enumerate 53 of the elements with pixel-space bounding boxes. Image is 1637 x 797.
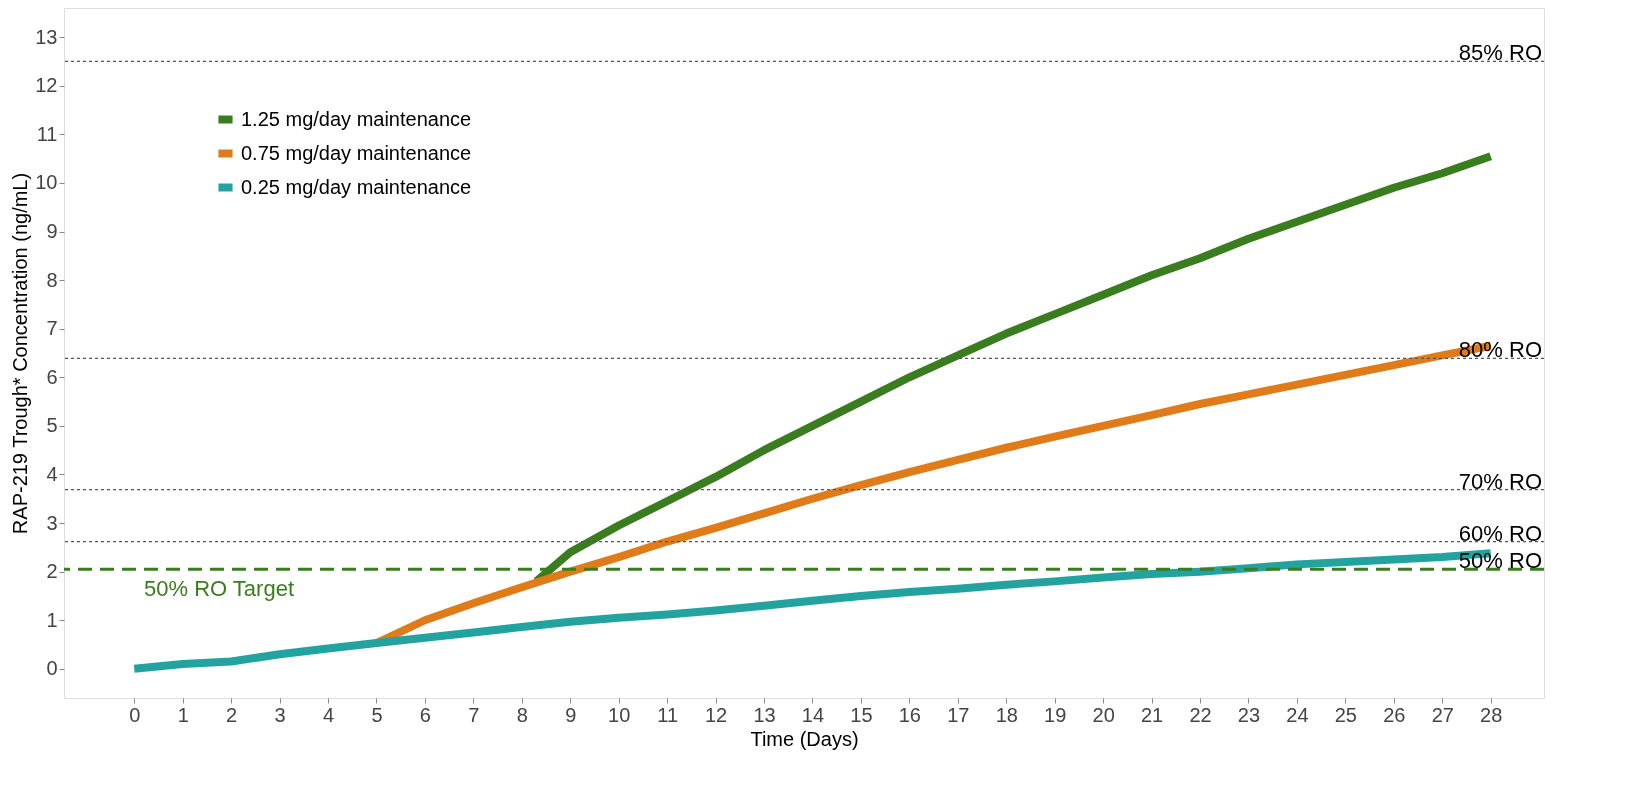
x-tick-label: 26 — [1383, 703, 1406, 726]
x-tick-label: 24 — [1286, 703, 1309, 726]
y-tick-label: 7 — [46, 317, 58, 340]
x-tick-label: 16 — [898, 703, 921, 726]
y-tick-label: 9 — [46, 220, 58, 243]
x-tick-label: 13 — [753, 703, 776, 726]
ref-line-label: 70% RO — [1458, 468, 1542, 494]
y-tick-label: 5 — [46, 414, 58, 437]
y-tick-label: 11 — [36, 122, 58, 145]
x-tick-label: 22 — [1189, 703, 1212, 726]
x-tick-label: 2 — [226, 703, 238, 726]
x-tick-label: 9 — [565, 703, 577, 726]
y-tick-label: 3 — [46, 511, 58, 534]
annotation: 50% RO Target — [144, 576, 295, 602]
x-tick-label: 1 — [177, 703, 189, 726]
x-tick-label: 27 — [1431, 703, 1454, 726]
y-tick-label: 0 — [46, 657, 58, 680]
y-axis-title: RAP-219 Trough* Concentration (ng/mL) — [9, 172, 32, 535]
ref-line-label: 85% RO — [1458, 40, 1542, 66]
x-axis-title: Time (Days) — [750, 727, 859, 750]
x-tick-label: 19 — [1044, 703, 1067, 726]
y-tick-label: 13 — [35, 25, 58, 48]
legend-label: 0.75 mg/day maintenance — [241, 141, 472, 164]
x-tick-label: 15 — [850, 703, 873, 726]
x-tick-label: 25 — [1334, 703, 1357, 726]
x-tick-label: 21 — [1140, 703, 1164, 726]
x-tick-label: 5 — [371, 703, 383, 726]
x-tick-label: 11 — [657, 703, 679, 726]
legend-label: 0.25 mg/day maintenance — [241, 175, 472, 198]
ref-line-label: 60% RO — [1458, 520, 1542, 546]
x-tick-label: 7 — [468, 703, 480, 726]
x-tick-label: 17 — [947, 703, 970, 726]
x-tick-label: 20 — [1092, 703, 1115, 726]
y-tick-label: 6 — [46, 365, 58, 388]
x-tick-label: 10 — [608, 703, 631, 726]
x-tick-label: 4 — [322, 703, 335, 726]
x-tick-label: 14 — [801, 703, 825, 726]
x-tick-label: 0 — [129, 703, 141, 726]
legend-label: 1.25 mg/day maintenance — [241, 107, 472, 130]
x-tick-label: 12 — [704, 703, 728, 726]
y-tick-label: 12 — [35, 74, 58, 97]
y-tick-label: 1 — [46, 608, 58, 631]
x-tick-label: 28 — [1480, 703, 1503, 726]
ref-line-label: 80% RO — [1458, 337, 1542, 363]
y-tick-label: 4 — [46, 462, 58, 485]
x-tick-label: 23 — [1237, 703, 1261, 726]
x-tick-label: 6 — [419, 703, 431, 726]
y-tick-label: 8 — [46, 268, 58, 291]
y-tick-label: 2 — [46, 560, 58, 583]
x-tick-label: 8 — [516, 703, 528, 726]
x-tick-label: 18 — [995, 703, 1018, 726]
y-tick-label: 10 — [35, 171, 58, 194]
x-tick-label: 3 — [274, 703, 286, 726]
